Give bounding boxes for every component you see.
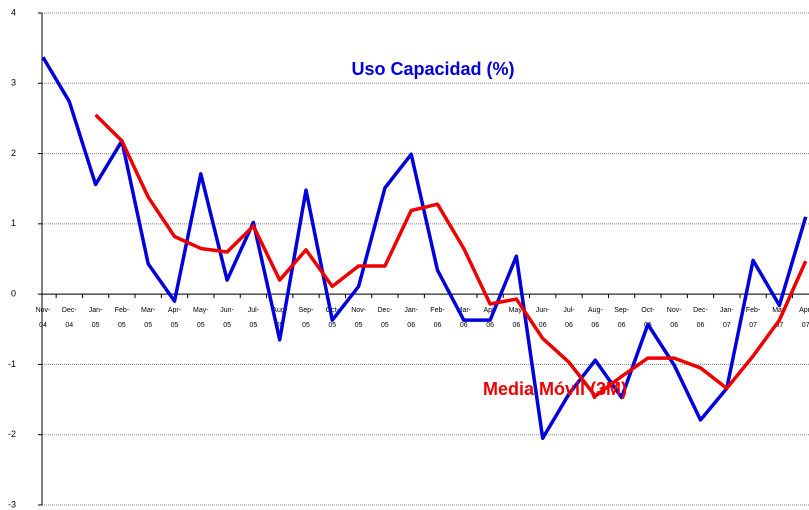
x-tick-label: Jun- [220,307,234,314]
x-tick-label: 04 [39,322,47,329]
x-tick-label: 05 [355,322,363,329]
x-tick-label: Jan- [404,307,418,314]
x-tick-label: 06 [670,322,678,329]
x-tick-label: Nov- [667,307,682,314]
x-tick-label: 06 [565,322,573,329]
x-tick-label: 06 [618,322,626,329]
x-tick-label: Oct- [641,307,655,314]
x-tick-label: Mar- [772,307,787,314]
x-tick-label: Feb- [430,307,445,314]
y-tick-label: 4 [11,7,16,17]
series-line [94,113,808,398]
x-tick-label: Apr- [799,307,809,314]
x-tick-label: 05 [92,322,100,329]
x-tick-label: 05 [171,322,179,329]
x-tick-label: 05 [118,322,126,329]
y-tick-label: 1 [11,218,16,228]
x-tick-label: May- [193,307,209,314]
x-tick-label: 07 [749,322,757,329]
x-tick-label: Nov- [36,307,51,314]
x-tick-label: 06 [513,322,521,329]
x-tick-label: May- [509,307,525,314]
x-tick-label: Apr- [483,307,497,314]
series-label: Uso Capacidad (%) [351,59,514,79]
x-tick-label: Dec- [378,307,393,314]
x-tick-label: Apr- [168,307,182,314]
x-tick-label: 06 [591,322,599,329]
x-tick-label: 06 [697,322,705,329]
x-tick-label: Dec- [62,307,77,314]
x-tick-label: 06 [434,322,442,329]
series-line [41,56,808,440]
x-tick-label: Jun- [536,307,550,314]
x-tick-label: Nov- [351,307,366,314]
y-tick-label: -3 [8,499,16,509]
x-tick-label: Mar- [457,307,472,314]
x-tick-label: 05 [328,322,336,329]
x-tick-label: Sep- [299,307,314,314]
x-tick-label: 05 [276,322,284,329]
x-tick-label: Jul- [563,307,575,314]
x-tick-label: Feb- [746,307,761,314]
x-tick-label: 06 [460,322,468,329]
x-tick-label: 06 [407,322,415,329]
series-label: Media Móvil (3M) [483,379,627,399]
x-tick-label: 06 [486,322,494,329]
x-tick-label: 07 [802,322,809,329]
x-tick-label: Dec- [693,307,708,314]
x-tick-label: Jul- [248,307,260,314]
x-tick-label: 05 [302,322,310,329]
x-tick-label: Oct- [326,307,340,314]
y-tick-label: -2 [8,429,16,439]
x-tick-label: 07 [776,322,784,329]
y-tick-label: 0 [11,289,16,299]
y-tick-label: -1 [8,359,16,369]
x-tick-label: 05 [223,322,231,329]
x-tick-label: 05 [144,322,152,329]
y-tick-label: 2 [11,148,16,158]
x-tick-label: Aug- [588,307,603,314]
x-tick-label: 06 [539,322,547,329]
x-tick-label: 05 [197,322,205,329]
x-tick-label: 05 [250,322,258,329]
x-tick-label: 07 [723,322,731,329]
x-tick-label: Mar- [141,307,156,314]
x-tick-label: Aug- [272,307,287,314]
y-tick-label: 3 [11,78,16,88]
x-tick-label: Jan- [89,307,103,314]
x-tick-label: Jan- [720,307,734,314]
x-tick-label: 04 [65,322,73,329]
x-tick-label: Feb- [115,307,130,314]
x-tick-label: Sep- [614,307,629,314]
x-tick-label: 05 [381,322,389,329]
